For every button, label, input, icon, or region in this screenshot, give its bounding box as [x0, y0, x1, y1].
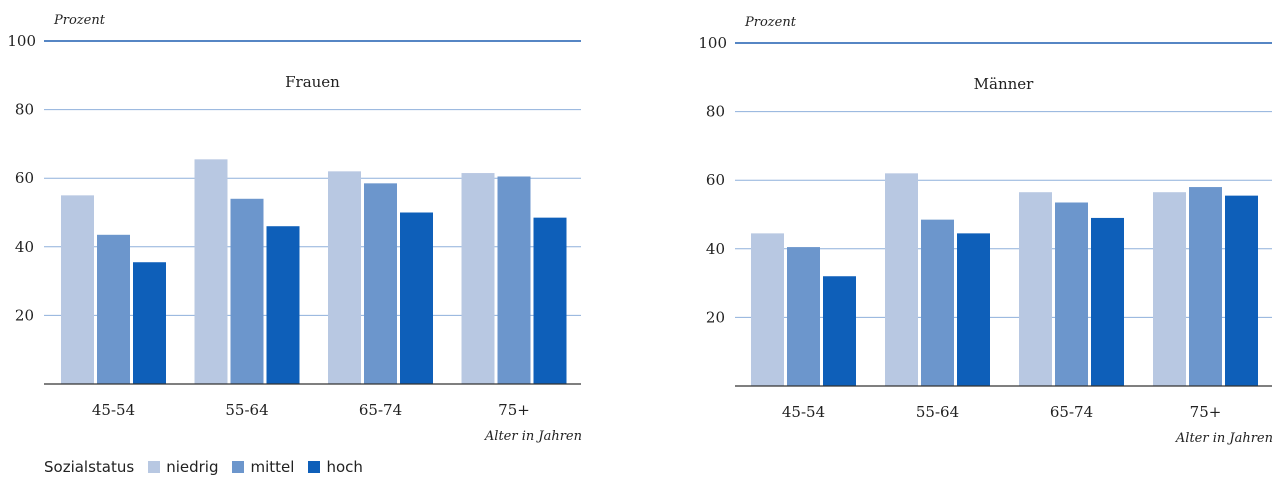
legend-swatch-hoch [308, 461, 321, 473]
legend-swatch-mittel [232, 461, 245, 473]
y-tick-label-frauen-80: 80 [15, 101, 34, 119]
y-axis-label-frauen: Prozent [53, 13, 106, 28]
bar-frauen-hoch-45-54 [133, 262, 166, 384]
y-axis-label-maenner: Prozent [744, 15, 797, 30]
legend-item-mittel: mittel [226, 458, 294, 476]
bar-maenner-hoch-55-64 [957, 233, 990, 386]
x-tick-label-maenner-65-74: 65-74 [1050, 403, 1093, 421]
bar-frauen-hoch-65-74 [400, 212, 433, 384]
x-tick-label-frauen-65-74: 65-74 [359, 401, 402, 419]
legend-label-hoch: hoch [326, 458, 363, 476]
y-tick-label-maenner-80: 80 [706, 103, 725, 121]
bar-frauen-niedrig-45-54 [61, 195, 94, 384]
y-tick-label-frauen-20: 20 [15, 306, 34, 324]
x-tick-label-maenner-45-54: 45-54 [782, 403, 825, 421]
x-tick-label-maenner-75+: 75+ [1190, 403, 1222, 421]
legend-label-mittel: mittel [250, 458, 295, 476]
bar-maenner-mittel-55-64 [921, 219, 954, 386]
bar-frauen-mittel-65-74 [364, 183, 397, 384]
x-tick-label-frauen-45-54: 45-54 [92, 401, 135, 419]
bar-frauen-mittel-45-54 [97, 234, 130, 384]
legend: Sozialstatus niedrig mittel hoch [44, 458, 363, 476]
x-tick-label-maenner-55-64: 55-64 [916, 403, 959, 421]
y-tick-label-frauen-60: 60 [15, 169, 34, 187]
y-tick-label-maenner-40: 40 [706, 240, 725, 258]
panel-title-frauen: Frauen [285, 73, 340, 91]
bar-maenner-niedrig-75+ [1153, 192, 1186, 386]
x-tick-label-frauen-75+: 75+ [498, 401, 530, 419]
bar-frauen-niedrig-75+ [461, 173, 495, 384]
bar-frauen-mittel-75+ [497, 176, 531, 384]
bar-frauen-hoch-55-64 [266, 226, 300, 384]
bar-frauen-niedrig-65-74 [328, 171, 361, 384]
x-axis-label-frauen: Alter in Jahren [484, 429, 582, 444]
bar-maenner-niedrig-45-54 [751, 233, 784, 386]
legend-swatch-niedrig [148, 461, 161, 473]
bar-frauen-hoch-75+ [533, 217, 567, 384]
bar-frauen-niedrig-55-64 [194, 159, 228, 384]
panel-title-maenner: Männer [974, 75, 1035, 93]
bar-frauen-mittel-55-64 [230, 198, 264, 384]
bar-maenner-mittel-75+ [1189, 187, 1222, 386]
bar-maenner-niedrig-65-74 [1019, 192, 1052, 386]
y-tick-label-maenner-60: 60 [706, 171, 725, 189]
legend-title: Sozialstatus [44, 458, 135, 476]
legend-label-niedrig: niedrig [166, 458, 219, 476]
y-tick-label-maenner-20: 20 [706, 308, 725, 326]
y-tick-label-maenner-100: 100 [698, 34, 727, 52]
x-tick-label-frauen-55-64: 55-64 [225, 401, 268, 419]
legend-item-niedrig: niedrig [142, 458, 218, 476]
x-axis-label-maenner: Alter in Jahren [1175, 431, 1273, 446]
bar-maenner-mittel-45-54 [787, 247, 820, 386]
bar-maenner-hoch-65-74 [1091, 217, 1124, 386]
y-tick-label-frauen-100: 100 [7, 32, 36, 50]
bar-maenner-hoch-45-54 [823, 276, 856, 386]
bar-maenner-hoch-75+ [1225, 195, 1258, 386]
legend-item-hoch: hoch [302, 458, 363, 476]
bar-maenner-mittel-65-74 [1055, 202, 1088, 386]
bar-maenner-niedrig-55-64 [885, 173, 918, 386]
y-tick-label-frauen-40: 40 [15, 238, 34, 256]
